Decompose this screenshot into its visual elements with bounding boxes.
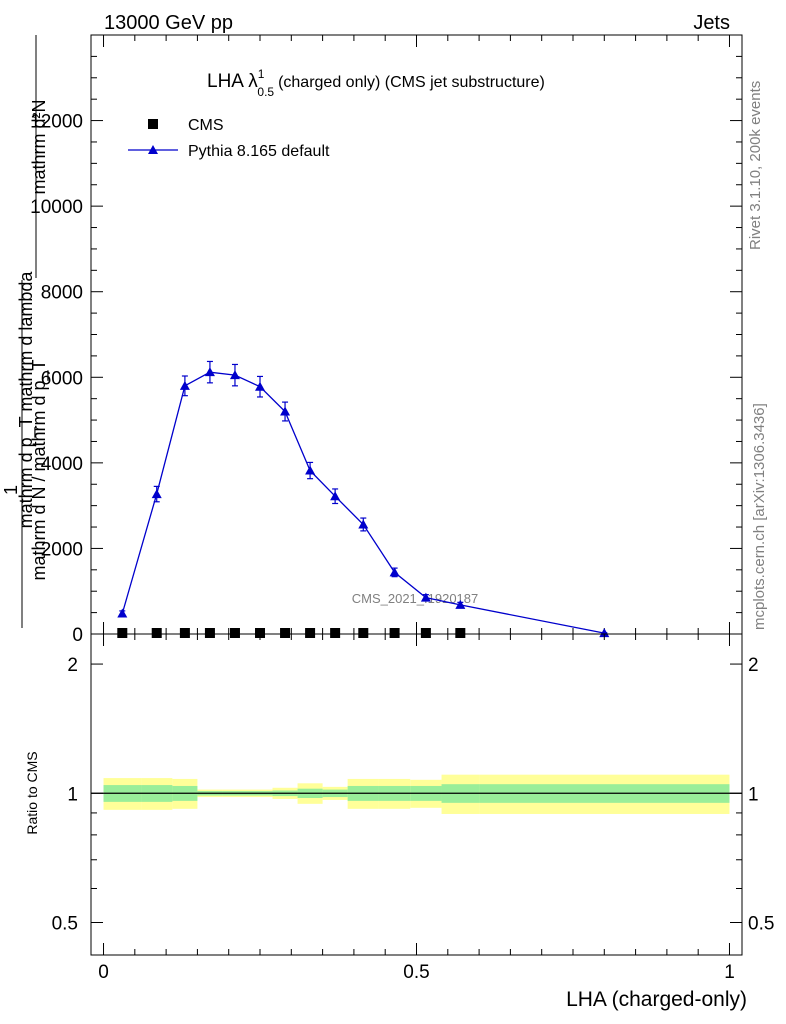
- ratio-y-tick-label-right: 2: [748, 655, 759, 676]
- legend: CMS Pythia 8.165 default: [128, 117, 330, 160]
- main-y-tick-labels: 0 2000 4000 6000 8000 10000 12000: [30, 112, 83, 646]
- pythia-point: [179, 380, 190, 390]
- y-tick-label: 6000: [41, 368, 83, 389]
- y-tick-label: 2000: [41, 539, 83, 560]
- pythia-point: [420, 592, 431, 602]
- pythia-point: [305, 465, 316, 475]
- legend-pythia-label: Pythia 8.165 default: [188, 143, 330, 160]
- x-tick-label: 0: [98, 962, 109, 983]
- cms-point: [117, 628, 128, 638]
- cms-point: [204, 628, 215, 638]
- y-label-prefix-den: mathrm d N / mathrm d p_T: [29, 359, 50, 580]
- legend-pythia-marker: [148, 145, 158, 154]
- x-axis-label: LHA (charged-only): [566, 988, 747, 1011]
- cms-point: [179, 628, 190, 638]
- rivet-version-label: Rivet 3.1.10, 200k events: [747, 81, 764, 250]
- ratio-y-tick-label-left: 1: [67, 784, 78, 805]
- header-energy-label: 13000 GeV pp: [104, 12, 233, 34]
- header-jets-label: Jets: [693, 12, 730, 34]
- plot-title-rest: (charged only) (CMS jet substructure): [278, 74, 545, 91]
- cms-point: [420, 628, 431, 638]
- pythia-point: [255, 381, 266, 391]
- ratio-y-tick-label-left: 0.5: [52, 913, 78, 934]
- plot-title: LHA λ1 0.5 (charged only) (CMS jet substru…: [207, 67, 545, 99]
- cms-point: [151, 628, 162, 638]
- pythia-point: [599, 628, 610, 638]
- pythia-point: [117, 608, 128, 618]
- plot-title-main: LHA λ: [207, 71, 258, 92]
- pythia-point: [330, 491, 341, 501]
- pythia-series-line: [121, 371, 605, 634]
- cms-point: [330, 628, 341, 638]
- plot-title-sub: 0.5: [257, 85, 274, 99]
- y-tick-label: 0: [72, 625, 83, 646]
- pythia-point: [280, 406, 291, 416]
- y-tick-label: 12000: [30, 112, 83, 133]
- ratio-axis-ticks: 0.5 0.5 1 1 2 2 0 0.5 1: [52, 634, 774, 983]
- main-data-layer: [117, 360, 610, 638]
- ratio-y-axis-label: Ratio to CMS: [24, 751, 40, 834]
- cms-point: [229, 628, 240, 638]
- pythia-point: [358, 519, 369, 529]
- pythia-point: [389, 567, 400, 577]
- y-tick-label: 10000: [30, 197, 83, 218]
- pythia-point: [204, 367, 215, 377]
- pythia-point: [229, 370, 240, 380]
- pythia-point: [455, 599, 466, 609]
- y-label-num-top: mathrm d²N: [29, 99, 49, 194]
- ratio-y-tick-label-left: 2: [67, 655, 78, 676]
- y-label-prefix: 1: [1, 485, 21, 495]
- ratio-y-tick-label-right: 1: [748, 784, 759, 805]
- cms-point: [305, 628, 316, 638]
- ratio-y-tick-label-right: 0.5: [748, 913, 774, 934]
- legend-cms-marker: [148, 119, 158, 129]
- cms-point: [455, 628, 466, 638]
- mcplots-label: mcplots.cern.ch [arXiv:1306.3436]: [751, 403, 768, 630]
- main-y-axis-label: mathrm d²N mathrm d p_T mathrm d lambda …: [1, 35, 50, 628]
- cms-point: [280, 628, 291, 638]
- legend-cms-label: CMS: [188, 117, 224, 134]
- ratio-bands-layer: [91, 774, 742, 814]
- y-tick-label: 4000: [41, 454, 83, 475]
- plot-title-sup: 1: [258, 67, 265, 81]
- cms-point: [389, 628, 400, 638]
- x-tick-label: 1: [724, 962, 735, 983]
- pythia-point: [151, 489, 162, 499]
- y-label-den-top: mathrm d p_T mathrm d lambda: [16, 271, 37, 529]
- cms-point: [358, 628, 369, 638]
- x-tick-label: 0.5: [403, 962, 429, 983]
- main-axis-ticks: [91, 34, 742, 635]
- y-tick-label: 8000: [41, 283, 83, 304]
- cms-point: [255, 628, 266, 638]
